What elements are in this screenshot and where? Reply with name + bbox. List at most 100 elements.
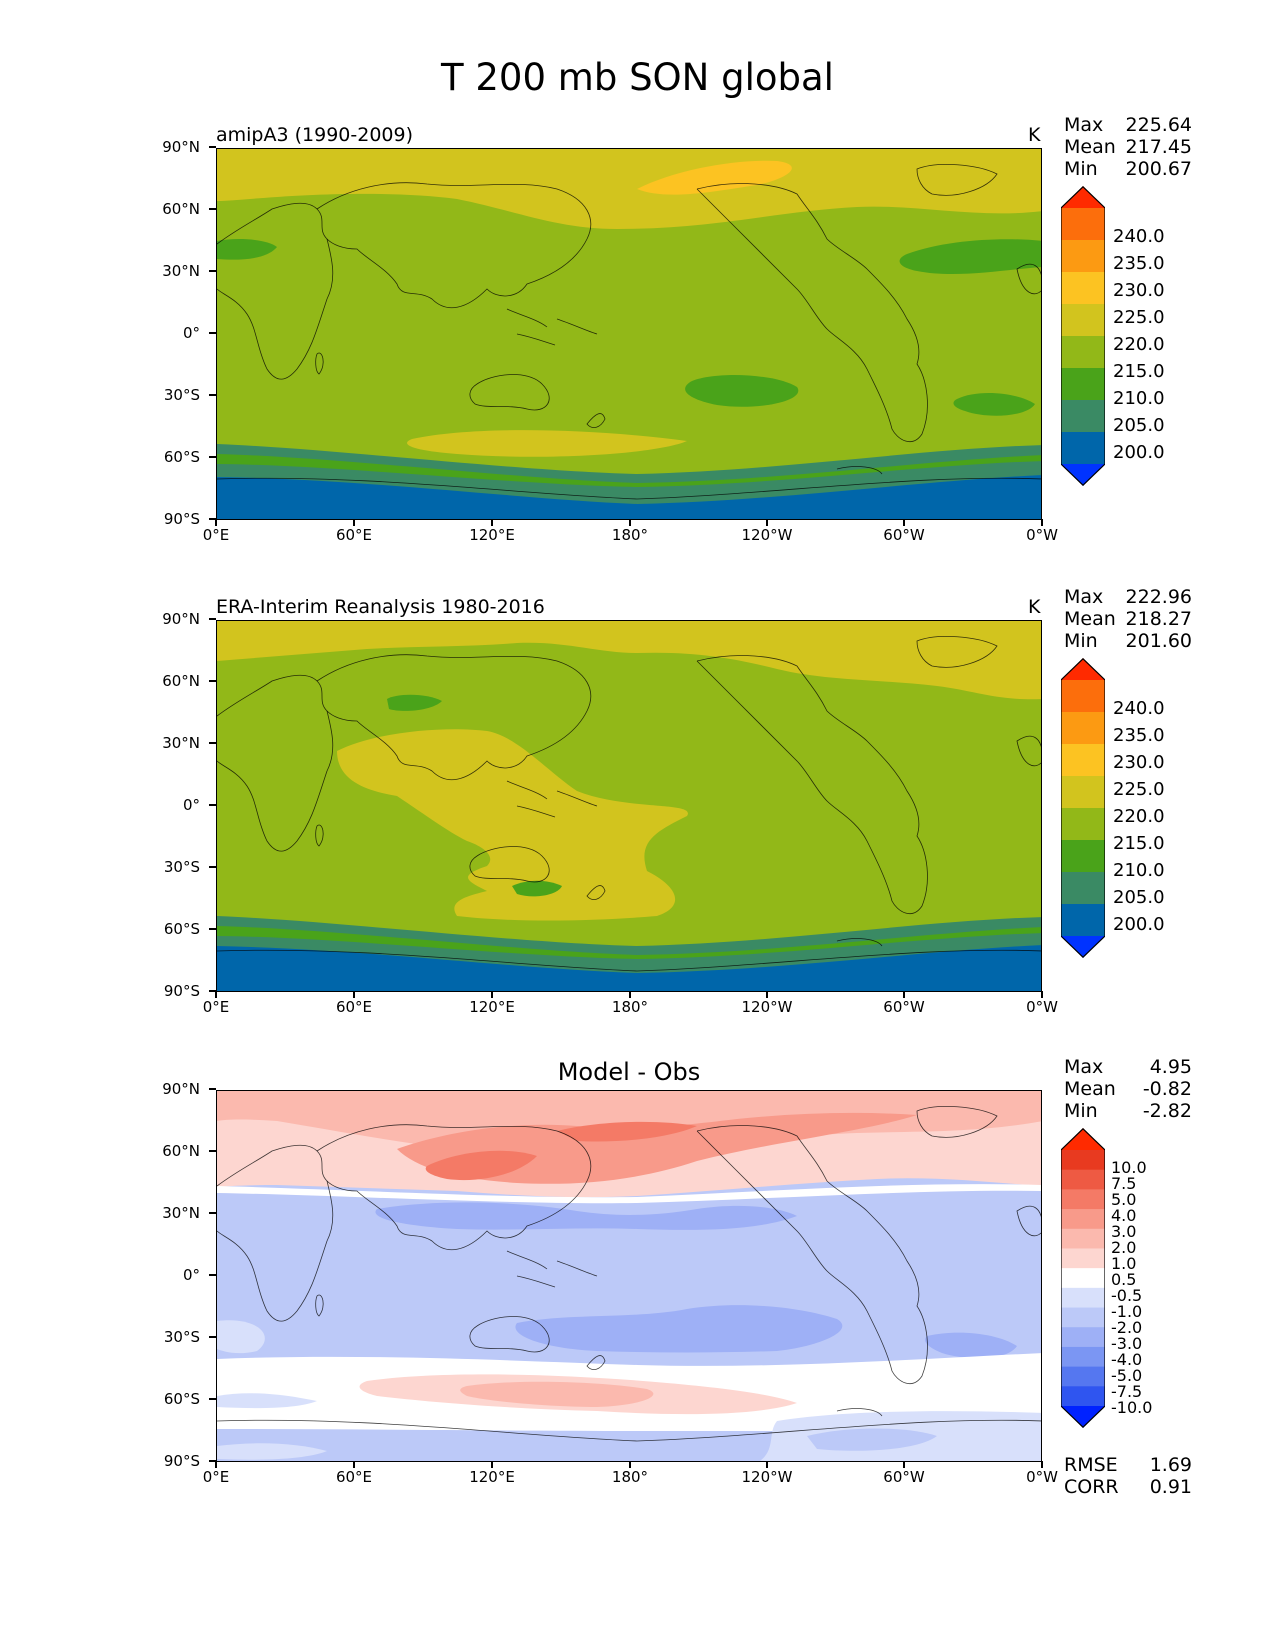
colorbar (1061, 658, 1105, 958)
map-canvas (217, 149, 1041, 519)
lat-tick: 60°S (130, 1390, 216, 1408)
lat-tick: 60°N (130, 672, 216, 690)
colorbar-extend-min (1061, 464, 1105, 486)
colorbar-label: -5.0 (1111, 1366, 1143, 1385)
colorbar-label: 215.0 (1113, 361, 1165, 382)
colorbar-label: 3.0 (1111, 1222, 1137, 1241)
map-canvas (217, 621, 1041, 991)
colorbar-swatch (1061, 336, 1105, 369)
colorbar-label: -4.0 (1111, 1350, 1143, 1369)
lon-tick: 60°W (864, 1461, 944, 1486)
stat-value: 201.60 (1125, 630, 1192, 652)
colorbar-extend-max (1061, 1128, 1105, 1150)
lat-tick: 60°N (130, 1142, 216, 1160)
colorbar-label: -0.5 (1111, 1286, 1143, 1305)
stat-value: 222.96 (1125, 586, 1192, 608)
colorbar-label: 235.0 (1113, 253, 1165, 274)
stat-value: 218.27 (1125, 608, 1192, 630)
stats-box: Max 222.96 Mean 218.27 Min 201.60 (1064, 586, 1192, 652)
lat-tick: 60°N (130, 200, 216, 218)
colorbar-swatch (1061, 368, 1105, 401)
map-obs (216, 620, 1042, 992)
colorbar-label: 1.0 (1111, 1254, 1137, 1273)
colorbar-swatch (1061, 840, 1105, 873)
lat-tick: 30°N (130, 1204, 216, 1222)
stat-label: Min (1064, 1100, 1098, 1122)
colorbar-extend-max (1061, 658, 1105, 680)
colorbar-outline (1061, 658, 1105, 958)
figure-title: T 200 mb SON global (441, 56, 834, 99)
stat-label: CORR (1064, 1476, 1119, 1498)
lon-tick: 120°E (452, 519, 532, 544)
colorbar-label: 240.0 (1113, 226, 1165, 247)
colorbar-label: 225.0 (1113, 307, 1165, 328)
panel-diff: Model - Obs (0, 990, 1275, 1498)
map-model (216, 148, 1042, 520)
colorbar-swatch (1061, 680, 1105, 713)
colorbar-label: 230.0 (1113, 280, 1165, 301)
lon-tick: 0°E (176, 991, 256, 1016)
units-label: K (1028, 596, 1041, 618)
error-stats: RMSE 1.69 CORR 0.91 (1064, 1454, 1192, 1498)
lon-tick: 120°W (727, 991, 807, 1016)
lon-tick: 0°W (1002, 519, 1082, 544)
panel-subtitle: amipA3 (1990-2009) (216, 124, 414, 146)
lon-tick: 120°W (727, 519, 807, 544)
stat-value: 4.95 (1149, 1056, 1192, 1078)
colorbar-swatch (1061, 1169, 1105, 1190)
colorbar-swatch (1061, 208, 1105, 241)
colorbar-label: 225.0 (1113, 779, 1165, 800)
lon-tick: 0°W (1002, 1461, 1082, 1486)
lat-tick: 30°N (130, 734, 216, 752)
colorbar-label: -2.0 (1111, 1318, 1143, 1337)
colorbar-label: 240.0 (1113, 698, 1165, 719)
colorbar-swatch (1061, 432, 1105, 465)
stat-label: RMSE (1064, 1454, 1118, 1476)
colorbar-swatch (1061, 1189, 1105, 1210)
lat-tick: 0° (130, 324, 216, 342)
colorbar-outline (1061, 186, 1105, 486)
lon-tick: 60°E (314, 991, 394, 1016)
stat-label: Max (1064, 114, 1104, 136)
lon-tick: 0°W (1002, 991, 1082, 1016)
units-label: K (1028, 124, 1041, 146)
stat-value: 1.69 (1149, 1454, 1192, 1476)
colorbar-label: 0.5 (1111, 1270, 1137, 1289)
colorbar-swatch (1061, 1307, 1105, 1328)
colorbar-label: 205.0 (1113, 415, 1165, 436)
panel-subtitle: ERA-Interim Reanalysis 1980-2016 (216, 596, 545, 618)
colorbar-swatch (1061, 272, 1105, 305)
colorbar-swatch (1061, 1150, 1105, 1171)
colorbar-label: 4.0 (1111, 1206, 1137, 1225)
lon-tick: 60°E (314, 1461, 394, 1486)
lon-tick: 120°E (452, 1461, 532, 1486)
stat-label: Mean (1064, 608, 1116, 630)
colorbar-swatch (1061, 744, 1105, 777)
colorbar-swatch (1061, 1268, 1105, 1289)
stat-value: 0.91 (1149, 1476, 1192, 1498)
lat-tick: 60°S (130, 920, 216, 938)
colorbar-label: -3.0 (1111, 1334, 1143, 1353)
colorbar-swatch (1061, 1248, 1105, 1269)
lat-tick: 30°S (130, 858, 216, 876)
colorbar-swatch (1061, 1346, 1105, 1368)
colorbar-extend-max (1061, 186, 1105, 208)
colorbar-label: 200.0 (1113, 914, 1165, 935)
lon-tick: 60°W (864, 991, 944, 1016)
colorbar-swatch (1061, 1386, 1105, 1407)
colorbar-label: 215.0 (1113, 833, 1165, 854)
lon-tick: 180° (590, 991, 670, 1016)
colorbar-swatch (1061, 776, 1105, 809)
colorbar-swatch (1061, 712, 1105, 745)
colorbar-outline (1061, 1128, 1105, 1428)
colorbar-swatch (1061, 304, 1105, 337)
colorbar-swatch (1061, 872, 1105, 905)
lat-tick: 90°S (130, 982, 216, 1000)
stat-value: 225.64 (1125, 114, 1192, 136)
stats-box: Max 4.95 Mean -0.82 Min -2.82 (1064, 1056, 1192, 1122)
stat-label: Mean (1064, 136, 1116, 158)
lon-tick: 0°E (176, 1461, 256, 1486)
lon-tick: 60°W (864, 519, 944, 544)
lon-tick: 180° (590, 519, 670, 544)
colorbar-swatch (1061, 1228, 1105, 1249)
